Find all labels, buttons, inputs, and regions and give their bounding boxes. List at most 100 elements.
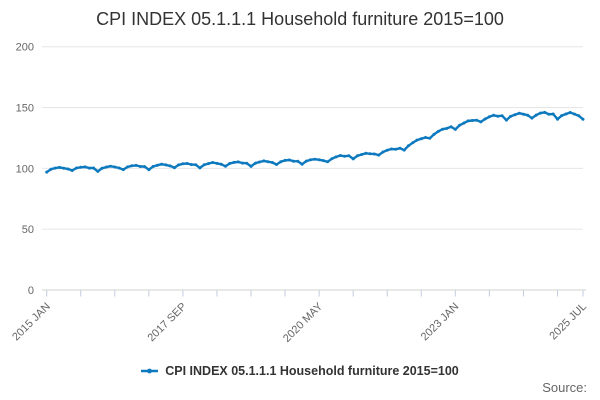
cpi-series-point[interactable] bbox=[334, 155, 338, 159]
cpi-series-point[interactable] bbox=[326, 160, 330, 164]
cpi-series-point[interactable] bbox=[253, 161, 257, 165]
cpi-series-point[interactable] bbox=[296, 159, 300, 163]
cpi-series-point[interactable] bbox=[160, 162, 164, 166]
cpi-series-point[interactable] bbox=[415, 138, 419, 142]
cpi-series-point[interactable] bbox=[49, 167, 53, 171]
cpi-series-point[interactable] bbox=[475, 118, 479, 122]
cpi-series-point[interactable] bbox=[424, 136, 427, 139]
cpi-series-point[interactable] bbox=[441, 127, 444, 131]
cpi-series-point[interactable] bbox=[147, 168, 151, 172]
cpi-series-point[interactable] bbox=[270, 161, 274, 164]
cpi-series-point[interactable] bbox=[321, 159, 325, 163]
cpi-series-point[interactable] bbox=[300, 162, 304, 166]
cpi-series-point[interactable] bbox=[445, 126, 449, 130]
cpi-series-point[interactable] bbox=[279, 160, 283, 164]
cpi-series-point[interactable] bbox=[168, 164, 172, 168]
cpi-series-point[interactable] bbox=[500, 114, 504, 118]
cpi-series-point[interactable] bbox=[360, 153, 364, 156]
cpi-series-point[interactable] bbox=[398, 146, 402, 150]
cpi-series-point[interactable] bbox=[177, 163, 181, 167]
cpi-series-point[interactable] bbox=[351, 157, 355, 161]
cpi-series-point[interactable] bbox=[58, 165, 61, 169]
cpi-series-point[interactable] bbox=[534, 113, 538, 117]
cpi-series-point[interactable] bbox=[75, 166, 78, 170]
cpi-series-point[interactable] bbox=[364, 151, 368, 155]
cpi-series-point[interactable] bbox=[402, 148, 406, 152]
cpi-series-point[interactable] bbox=[104, 165, 108, 169]
cpi-series-point[interactable] bbox=[117, 166, 121, 170]
cpi-series-point[interactable] bbox=[377, 153, 381, 157]
cpi-series-point[interactable] bbox=[538, 111, 542, 115]
cpi-series-point[interactable] bbox=[577, 114, 581, 118]
cpi-series-point[interactable] bbox=[262, 159, 266, 163]
cpi-series-point[interactable] bbox=[411, 141, 415, 145]
cpi-series-point[interactable] bbox=[62, 166, 66, 170]
cpi-series-point[interactable] bbox=[258, 160, 261, 164]
cpi-series-point[interactable] bbox=[526, 113, 530, 117]
cpi-series-point[interactable] bbox=[228, 162, 232, 165]
cpi-series-point[interactable] bbox=[198, 166, 202, 170]
cpi-series-point[interactable] bbox=[151, 165, 155, 168]
cpi-series-point[interactable] bbox=[509, 114, 513, 118]
cpi-series-point[interactable] bbox=[521, 112, 525, 116]
cpi-series-point[interactable] bbox=[219, 162, 223, 166]
cpi-series-point[interactable] bbox=[100, 166, 104, 170]
cpi-series-point[interactable] bbox=[385, 148, 389, 152]
cpi-series-point[interactable] bbox=[543, 110, 547, 114]
cpi-series-point[interactable] bbox=[504, 118, 508, 122]
cpi-series-point[interactable] bbox=[53, 166, 57, 170]
cpi-series-point[interactable] bbox=[436, 129, 440, 133]
cpi-series-point[interactable] bbox=[390, 147, 393, 151]
cpi-series-point[interactable] bbox=[70, 169, 74, 172]
cpi-series-point[interactable] bbox=[87, 166, 91, 170]
cpi-series-point[interactable] bbox=[560, 114, 564, 118]
cpi-series-point[interactable] bbox=[143, 165, 147, 169]
cpi-series-point[interactable] bbox=[66, 167, 70, 171]
cpi-series-point[interactable] bbox=[45, 170, 49, 174]
cpi-series-point[interactable] bbox=[449, 125, 453, 129]
cpi-series-point[interactable] bbox=[492, 113, 496, 117]
cpi-series-point[interactable] bbox=[189, 163, 193, 167]
cpi-series-point[interactable] bbox=[394, 147, 398, 151]
cpi-series-point[interactable] bbox=[530, 116, 534, 120]
cpi-series-point[interactable] bbox=[130, 164, 134, 168]
cpi-series-point[interactable] bbox=[194, 163, 198, 167]
cpi-series-point[interactable] bbox=[215, 161, 219, 165]
cpi-series-point[interactable] bbox=[564, 112, 568, 116]
cpi-series-point[interactable] bbox=[428, 136, 432, 140]
cpi-series-point[interactable] bbox=[347, 154, 351, 158]
legend[interactable]: CPI INDEX 05.1.1.1 Household furniture 2… bbox=[0, 362, 600, 380]
cpi-series-point[interactable] bbox=[79, 165, 83, 169]
cpi-series-point[interactable] bbox=[372, 152, 376, 156]
cpi-series-point[interactable] bbox=[496, 114, 500, 118]
cpi-series-point[interactable] bbox=[487, 115, 491, 119]
cpi-series-point[interactable] bbox=[462, 121, 466, 125]
cpi-series-point[interactable] bbox=[313, 157, 317, 161]
cpi-series-point[interactable] bbox=[458, 123, 462, 127]
cpi-series-point[interactable] bbox=[121, 168, 125, 172]
cpi-series-point[interactable] bbox=[479, 120, 483, 124]
cpi-series-point[interactable] bbox=[155, 163, 159, 167]
cpi-series-point[interactable] bbox=[241, 161, 244, 165]
cpi-series-point[interactable] bbox=[551, 112, 555, 116]
cpi-series-point[interactable] bbox=[236, 160, 240, 164]
cpi-series-point[interactable] bbox=[453, 127, 457, 131]
cpi-series-point[interactable] bbox=[573, 112, 576, 116]
cpi-series-point[interactable] bbox=[232, 160, 236, 164]
cpi-series-point[interactable] bbox=[164, 163, 168, 167]
cpi-series-point[interactable] bbox=[407, 144, 410, 148]
cpi-series-point[interactable] bbox=[470, 119, 474, 122]
cpi-series-point[interactable] bbox=[211, 161, 215, 164]
cpi-series-point[interactable] bbox=[249, 164, 253, 168]
cpi-series-point[interactable] bbox=[317, 158, 321, 162]
cpi-series-point[interactable] bbox=[432, 132, 436, 136]
cpi-series-point[interactable] bbox=[245, 161, 249, 165]
cpi-series-point[interactable] bbox=[466, 119, 470, 123]
cpi-series-point[interactable] bbox=[547, 112, 551, 116]
cpi-series-point[interactable] bbox=[172, 166, 176, 170]
cpi-series-point[interactable] bbox=[206, 162, 210, 166]
cpi-series-point[interactable] bbox=[309, 158, 313, 162]
cpi-series-point[interactable] bbox=[517, 111, 521, 115]
cpi-series-point[interactable] bbox=[381, 150, 385, 154]
cpi-series-point[interactable] bbox=[513, 113, 517, 117]
